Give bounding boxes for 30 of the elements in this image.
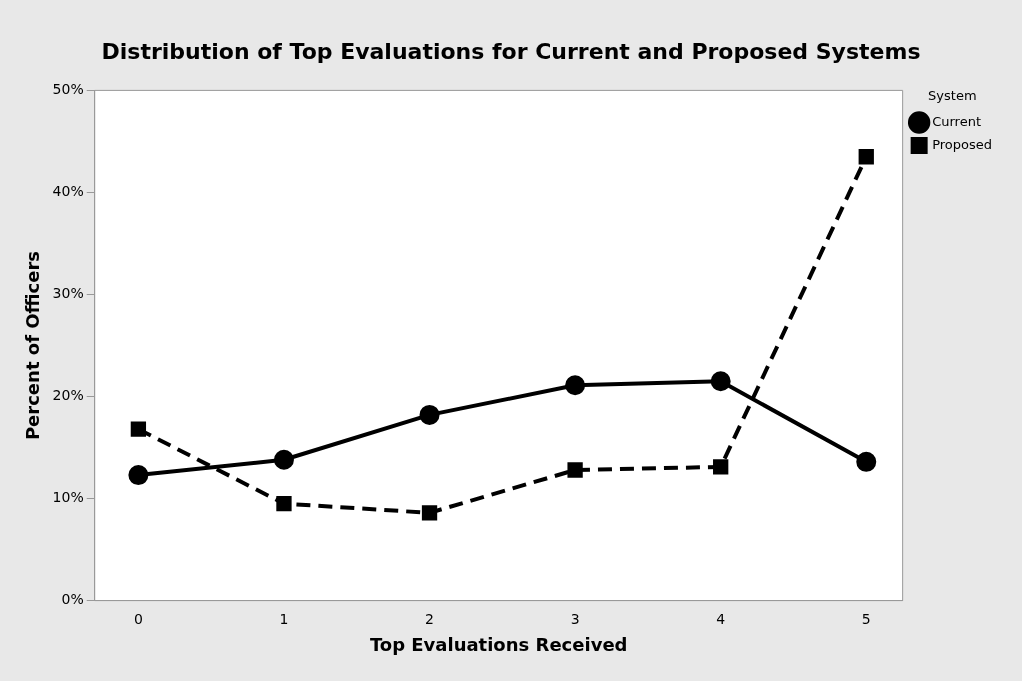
point (419, 404, 440, 425)
y-tick-label: 30% (52, 285, 84, 302)
chart-title: Distribution of Top Evaluations for Current and Proposed Systems (101, 38, 921, 64)
point (856, 451, 877, 472)
legend-label: Current (932, 113, 981, 129)
point (858, 149, 874, 165)
y-axis-title: Percent of Officers (22, 250, 44, 441)
x-tick-label: 3 (570, 610, 580, 627)
y-tick-label: 40% (52, 183, 84, 200)
point (130, 421, 147, 437)
point (710, 371, 731, 392)
y-tick-label: 10% (52, 489, 84, 506)
y-tick-label: 50% (52, 81, 84, 98)
point (128, 465, 149, 486)
x-tick-label: 4 (716, 610, 726, 627)
x-tick-label: 0 (133, 610, 143, 627)
point (421, 505, 438, 521)
x-tick-label: 2 (425, 610, 434, 627)
x-axis-title: Top Evaluations Received (369, 633, 628, 655)
x-tick-label: 1 (279, 610, 289, 627)
point (273, 449, 294, 470)
x-tick-label: 5 (861, 610, 871, 627)
point (565, 375, 586, 396)
point (567, 462, 583, 478)
legend-title: System (928, 88, 977, 104)
legend-label: Proposed (932, 136, 993, 152)
point (713, 459, 729, 475)
y-tick-label: 20% (52, 387, 84, 404)
point (276, 496, 292, 512)
y-tick-label: 0% (61, 591, 84, 608)
